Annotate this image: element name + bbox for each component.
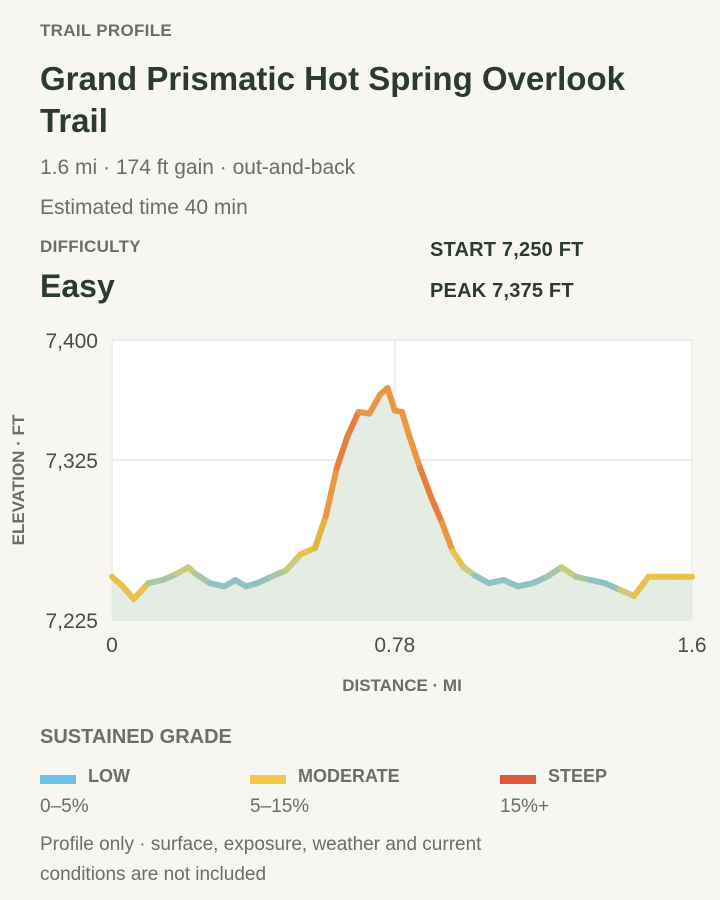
y-axis-label: ELEVATION · FT xyxy=(9,414,28,545)
legend-title: SUSTAINED GRADE xyxy=(40,726,232,748)
trail-meta: 1.6 mi · 174 ft gain · out-and-back xyxy=(40,156,356,179)
elevation-line-segment xyxy=(333,433,351,471)
elevation-line-segment xyxy=(130,580,152,603)
x-tick-label: 1.6 xyxy=(677,634,706,657)
elevation-line-segment xyxy=(344,409,362,439)
legend-range-moderate: 5–15% xyxy=(250,796,310,817)
legend-name-moderate: MODERATE xyxy=(298,766,400,786)
x-tick-label: 0.78 xyxy=(374,634,415,657)
elevation-line-segment xyxy=(428,493,445,526)
elevation-line-segment xyxy=(631,573,652,599)
legend-range-low: 0–5% xyxy=(40,796,89,817)
y-tick-label: 7,400 xyxy=(45,330,98,353)
elevation-line-segment xyxy=(417,465,434,500)
y-tick-label: 7,325 xyxy=(45,450,98,473)
section-eyebrow: TRAIL PROFILE xyxy=(40,21,173,40)
elevation-line-segment xyxy=(438,519,456,555)
elevation-line-segment xyxy=(366,391,384,417)
x-axis-label: DISTANCE · MI xyxy=(342,676,462,695)
legend-swatch-steep xyxy=(500,775,536,784)
elevation-line-layer xyxy=(109,385,695,603)
legend-name-steep: STEEP xyxy=(548,766,608,786)
legend-swatch-moderate xyxy=(250,775,286,784)
difficulty-value: Easy xyxy=(40,268,115,304)
legend-name-low: LOW xyxy=(88,766,130,786)
elevation-line-segment xyxy=(384,385,398,414)
elevation-area xyxy=(112,388,692,620)
start-elevation: START 7,250 FT xyxy=(430,239,584,261)
elevation-line-segment xyxy=(449,548,467,571)
profile-footnote: Profile only · surface, exposure, weathe… xyxy=(40,834,482,885)
peak-elevation: PEAK 7,375 FT xyxy=(430,280,574,302)
trail-title: Grand Prismatic Hot Spring Overlook Trai… xyxy=(40,60,625,139)
elevation-line-segment xyxy=(283,551,304,574)
elevation-line-segment xyxy=(399,409,413,439)
x-tick-label: 0 xyxy=(106,634,118,657)
estimated-time: Estimated time 40 min xyxy=(40,196,248,219)
elevation-area-layer xyxy=(112,388,692,620)
y-tick-label: 7,225 xyxy=(45,610,98,633)
elevation-line-segment xyxy=(322,465,340,519)
difficulty-label: DIFFICULTY xyxy=(40,237,141,256)
legend-range-steep: 15%+ xyxy=(500,796,550,817)
chart-ticks: 7,225 7,325 7,400 0 0.78 1.6 xyxy=(45,330,706,657)
elevation-line-segment xyxy=(312,513,329,551)
elevation-chart: 7,225 7,325 7,400 0 0.78 1.6 DISTANCE · MI EL… xyxy=(9,330,707,695)
legend-swatch-low xyxy=(40,775,76,784)
elevation-line-segment xyxy=(406,433,424,471)
